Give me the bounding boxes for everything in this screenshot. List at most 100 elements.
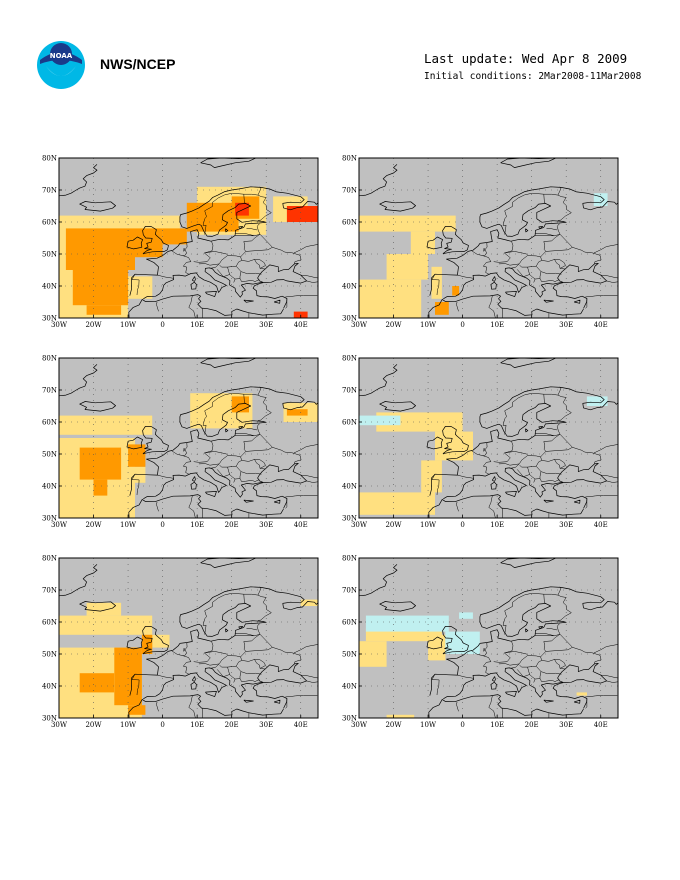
country-border [202, 192, 233, 235]
country-border [493, 641, 514, 663]
country-border [306, 680, 318, 683]
lon-tick-label: 40E [594, 521, 608, 529]
country-border [257, 594, 272, 621]
country-border [593, 644, 618, 654]
country-border [306, 280, 318, 283]
coastline [205, 291, 217, 297]
lon-tick-label: 0 [160, 521, 164, 529]
country-border [535, 633, 555, 637]
country-border [558, 623, 560, 625]
lon-tick-label: 30E [259, 321, 273, 329]
coastline [128, 294, 284, 318]
country-border [193, 441, 214, 463]
country-border [243, 633, 273, 652]
coastline [238, 426, 244, 430]
coastline [129, 186, 318, 296]
anomaly-shading [386, 714, 415, 718]
anomaly-shading [576, 692, 587, 696]
map-frame [58, 357, 319, 519]
lon-tick-label: 10W [120, 321, 137, 329]
country-border [241, 259, 266, 270]
coastline [442, 626, 469, 655]
lat-tick-label: 50N [342, 451, 357, 459]
country-border [543, 394, 546, 404]
country-border [243, 233, 273, 252]
lat-tick-label: 40N [42, 683, 57, 691]
country-border [546, 228, 558, 231]
lon-tick-label: 0 [460, 321, 464, 329]
initial-conditions-text: Initial conditions: 2Mar2008-11Mar2008 [424, 71, 642, 82]
country-border [431, 674, 440, 696]
country-border [188, 495, 196, 518]
country-border [204, 651, 228, 655]
country-border [285, 298, 288, 309]
lon-tick-label: 40E [294, 521, 308, 529]
country-border [540, 241, 547, 258]
lon-tick-label: 20E [225, 521, 239, 529]
lat-tick-label: 70N [342, 587, 357, 595]
coastline [128, 694, 284, 718]
coastline [490, 281, 497, 290]
country-border [558, 423, 560, 425]
country-border [483, 242, 488, 253]
lat-tick-label: 30N [342, 715, 357, 723]
country-border [554, 259, 561, 269]
lon-tick-label: 20E [525, 321, 539, 329]
country-border [171, 250, 192, 275]
country-border [239, 678, 260, 683]
lon-tick-label: 30E [259, 721, 273, 729]
country-border [254, 259, 261, 269]
coastline [129, 586, 318, 696]
country-border [519, 260, 542, 268]
lat-tick-label: 70N [342, 187, 357, 195]
country-border [233, 678, 236, 683]
country-border [156, 701, 159, 712]
coastline [639, 169, 667, 187]
coastline [243, 299, 254, 303]
country-border [217, 469, 230, 477]
country-border [240, 241, 247, 258]
country-border [258, 623, 260, 625]
country-border [457, 674, 474, 679]
country-border [246, 628, 258, 631]
country-border [217, 669, 230, 677]
coastline [59, 564, 98, 597]
coastline [142, 626, 169, 655]
country-border [482, 648, 488, 656]
country-border [272, 247, 302, 264]
noaa-logo-icon: NOAA [37, 41, 85, 89]
country-border [540, 441, 547, 458]
coastline [79, 401, 116, 412]
country-border [533, 278, 536, 283]
coastline [428, 294, 584, 318]
country-border [456, 701, 459, 712]
country-border [209, 263, 220, 269]
coastline [79, 601, 116, 612]
country-border [183, 442, 188, 453]
lat-tick-label: 50N [42, 651, 57, 659]
country-border [539, 678, 560, 683]
country-border [536, 466, 562, 475]
country-border [285, 495, 318, 498]
map-svg-top-right: 30W 20W 10W 0 10E 20E 30E 40E 30N 40N 50N 60N 70N 80N [342, 155, 619, 329]
country-border [183, 242, 188, 253]
country-border [585, 698, 588, 709]
anomaly-shading [359, 641, 387, 667]
anomaly-shading [235, 202, 249, 216]
lon-tick-label: 30W [51, 521, 68, 529]
coastline [491, 676, 496, 682]
country-border [285, 498, 288, 509]
coastline [79, 201, 116, 212]
country-border [236, 466, 262, 475]
map-panel-top-right: 30W 20W 10W 0 10E 20E 30E 40E 30N 40N 50N 60N 70N 80N [334, 152, 629, 337]
anomaly-shading [286, 206, 318, 222]
country-border [306, 480, 318, 483]
anomaly-shading [359, 215, 456, 232]
lon-tick-label: 20W [385, 321, 402, 329]
country-border [536, 666, 562, 675]
coastline [573, 499, 581, 504]
anomaly-shading [459, 612, 473, 619]
country-border [471, 650, 492, 675]
coastline [491, 276, 496, 282]
country-border [209, 463, 220, 469]
